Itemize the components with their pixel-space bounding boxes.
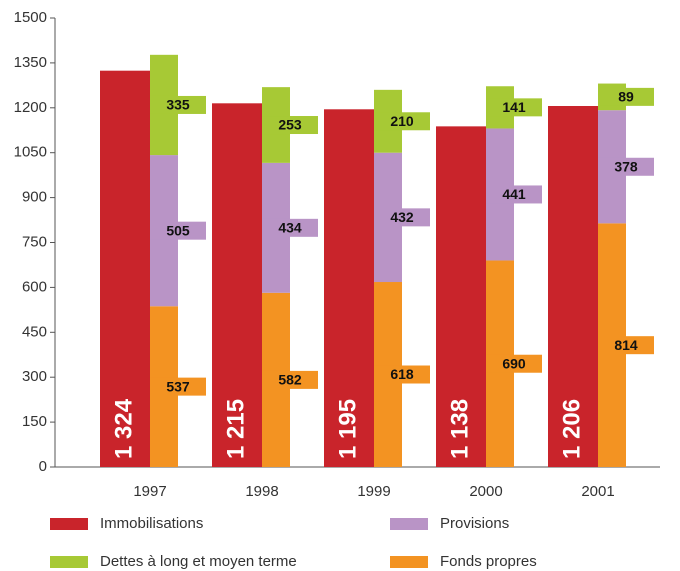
x-tick-label: 2000 (469, 483, 502, 500)
y-tick-label: 450 (22, 323, 47, 340)
x-tick-label: 1997 (133, 483, 166, 500)
legend-swatch (50, 556, 88, 568)
value-label: 814 (614, 337, 638, 353)
value-label: 1 324 (110, 398, 137, 459)
value-label-box (262, 218, 318, 237)
value-label-box (374, 208, 430, 227)
value-label: 582 (278, 372, 302, 388)
y-tick-label: 750 (22, 233, 47, 250)
value-label: 1 206 (558, 399, 585, 459)
value-label: 210 (390, 113, 414, 129)
value-label: 141 (502, 99, 526, 115)
value-label-box (150, 221, 206, 240)
y-tick-label: 150 (22, 413, 47, 430)
bar-segment (324, 109, 374, 468)
legend-label: Immobilisations (100, 515, 203, 532)
value-label-box (150, 377, 206, 396)
value-label-box (262, 370, 318, 389)
legend-swatch (390, 518, 428, 530)
y-tick-label: 1050 (14, 144, 47, 161)
y-tick-label: 1200 (14, 99, 47, 116)
legend-label: Provisions (440, 515, 509, 532)
y-tick-label: 300 (22, 368, 47, 385)
x-tick-label: 1999 (357, 483, 390, 500)
value-label-box (486, 98, 542, 117)
value-label: 1 215 (222, 399, 249, 459)
value-label: 434 (278, 220, 302, 236)
value-label: 89 (618, 89, 634, 105)
x-tick-label: 2001 (581, 483, 614, 500)
y-tick-label: 1500 (14, 9, 47, 26)
value-label-box (262, 116, 318, 135)
value-label: 253 (278, 117, 302, 133)
value-label-box (150, 95, 206, 114)
y-tick-label: 600 (22, 278, 47, 295)
value-label-box (598, 336, 654, 355)
value-label: 432 (390, 209, 414, 225)
value-label: 505 (166, 222, 190, 238)
value-label: 378 (614, 158, 638, 174)
legend-label: Dettes à long et moyen terme (100, 553, 297, 570)
value-label-box (374, 112, 430, 131)
value-label-box (374, 365, 430, 384)
value-label-box (486, 354, 542, 373)
y-tick-label: 1350 (14, 54, 47, 71)
value-label: 335 (166, 97, 190, 113)
value-label: 618 (390, 366, 414, 382)
y-tick-label: 900 (22, 189, 47, 206)
x-tick-label: 1998 (245, 483, 278, 500)
value-label-box (486, 185, 542, 204)
value-label: 537 (166, 378, 190, 394)
bar-segment (436, 126, 486, 467)
legend-label: Fonds propres (440, 553, 537, 570)
legend-swatch (390, 556, 428, 568)
bar-segment (212, 103, 262, 467)
bar-segment (100, 70, 150, 467)
value-label: 1 195 (334, 399, 361, 459)
value-label: 690 (502, 355, 526, 371)
bar-segment (548, 106, 598, 467)
value-label: 1 138 (446, 399, 473, 459)
y-tick-label: 0 (39, 458, 47, 475)
value-label-box (598, 157, 654, 176)
value-label-box (598, 87, 654, 106)
legend-swatch (50, 518, 88, 530)
value-label: 441 (502, 186, 526, 202)
